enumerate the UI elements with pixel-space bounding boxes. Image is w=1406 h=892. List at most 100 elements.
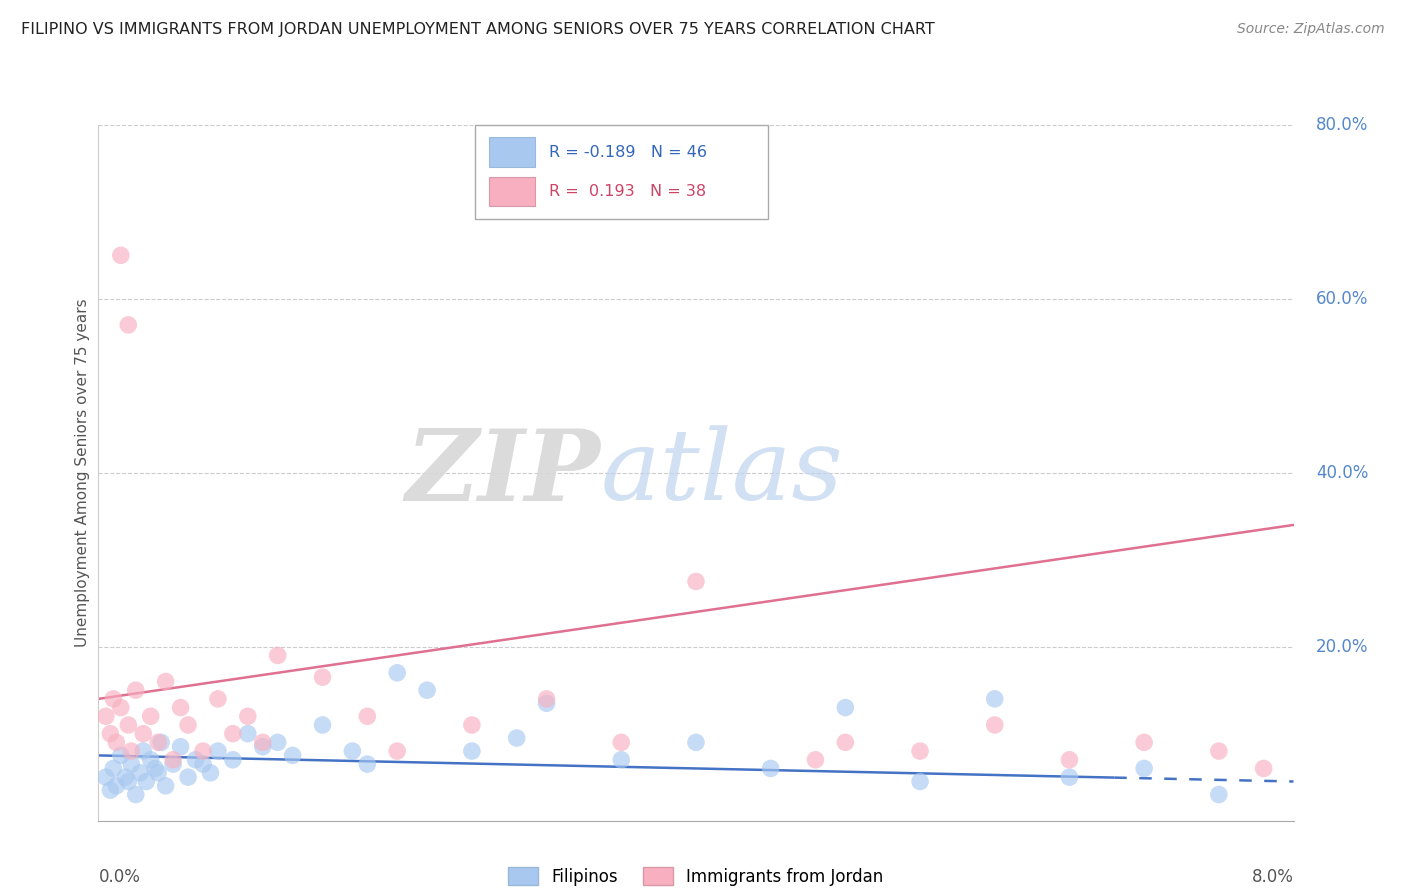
Point bbox=[536, 692, 558, 706]
Text: 0.0%: 0.0% bbox=[98, 869, 141, 887]
Point bbox=[1059, 770, 1081, 784]
Point bbox=[98, 783, 122, 797]
Point bbox=[252, 735, 274, 749]
Point bbox=[94, 770, 117, 784]
Point bbox=[236, 709, 259, 723]
Point bbox=[536, 696, 558, 710]
Point bbox=[117, 774, 139, 789]
Point bbox=[162, 757, 184, 772]
Point bbox=[143, 761, 166, 775]
Point bbox=[132, 744, 155, 758]
Point bbox=[139, 709, 162, 723]
Text: 40.0%: 40.0% bbox=[1316, 464, 1368, 482]
Point bbox=[132, 726, 155, 740]
FancyBboxPatch shape bbox=[489, 137, 534, 167]
Point bbox=[155, 674, 177, 689]
Point bbox=[148, 735, 170, 749]
Point bbox=[1208, 788, 1230, 802]
Point bbox=[98, 726, 122, 740]
Point bbox=[110, 248, 132, 262]
Point bbox=[908, 744, 931, 758]
Point bbox=[114, 770, 136, 784]
Point bbox=[1059, 753, 1081, 767]
Point bbox=[207, 692, 229, 706]
Point bbox=[125, 788, 148, 802]
Point bbox=[281, 748, 304, 763]
Point bbox=[1133, 735, 1156, 749]
Point bbox=[177, 718, 200, 732]
Point bbox=[110, 700, 132, 714]
Point bbox=[117, 318, 139, 332]
Text: 20.0%: 20.0% bbox=[1316, 638, 1368, 656]
Text: ZIP: ZIP bbox=[405, 425, 600, 521]
Point bbox=[461, 718, 484, 732]
Point bbox=[120, 744, 142, 758]
Point bbox=[1208, 744, 1230, 758]
Point bbox=[103, 761, 125, 775]
Point bbox=[184, 753, 207, 767]
Legend: Filipinos, Immigrants from Jordan: Filipinos, Immigrants from Jordan bbox=[502, 861, 890, 892]
Point bbox=[117, 718, 139, 732]
Point bbox=[983, 718, 1005, 732]
Point bbox=[804, 753, 827, 767]
Point bbox=[222, 753, 245, 767]
Point bbox=[385, 744, 409, 758]
Text: R = -0.189   N = 46: R = -0.189 N = 46 bbox=[548, 145, 707, 160]
Point bbox=[356, 709, 378, 723]
Point bbox=[169, 700, 191, 714]
FancyBboxPatch shape bbox=[475, 125, 768, 219]
Point bbox=[252, 739, 274, 754]
Point bbox=[610, 753, 633, 767]
Text: R =  0.193   N = 38: R = 0.193 N = 38 bbox=[548, 184, 706, 199]
Point bbox=[103, 692, 125, 706]
Point bbox=[162, 753, 184, 767]
Point bbox=[759, 761, 782, 775]
FancyBboxPatch shape bbox=[489, 177, 534, 206]
Point bbox=[207, 744, 229, 758]
Text: 60.0%: 60.0% bbox=[1316, 290, 1368, 308]
Text: FILIPINO VS IMMIGRANTS FROM JORDAN UNEMPLOYMENT AMONG SENIORS OVER 75 YEARS CORR: FILIPINO VS IMMIGRANTS FROM JORDAN UNEMP… bbox=[21, 22, 935, 37]
Point bbox=[191, 744, 214, 758]
Point bbox=[169, 739, 191, 754]
Point bbox=[267, 735, 290, 749]
Point bbox=[356, 757, 378, 772]
Point bbox=[685, 574, 707, 589]
Point bbox=[342, 744, 364, 758]
Point bbox=[506, 731, 529, 745]
Text: atlas: atlas bbox=[600, 425, 844, 520]
Point bbox=[236, 726, 259, 740]
Point bbox=[834, 700, 856, 714]
Point bbox=[222, 726, 245, 740]
Point bbox=[129, 765, 152, 780]
Point bbox=[105, 735, 128, 749]
Y-axis label: Unemployment Among Seniors over 75 years: Unemployment Among Seniors over 75 years bbox=[75, 299, 90, 647]
Point bbox=[135, 774, 157, 789]
Point bbox=[461, 744, 484, 758]
Point bbox=[834, 735, 856, 749]
Point bbox=[983, 692, 1005, 706]
Point bbox=[416, 683, 439, 698]
Point bbox=[267, 648, 290, 663]
Point bbox=[1253, 761, 1275, 775]
Point bbox=[610, 735, 633, 749]
Text: 80.0%: 80.0% bbox=[1316, 116, 1368, 134]
Point bbox=[311, 670, 333, 684]
Point bbox=[155, 779, 177, 793]
Text: Source: ZipAtlas.com: Source: ZipAtlas.com bbox=[1237, 22, 1385, 37]
Point bbox=[177, 770, 200, 784]
Point bbox=[1133, 761, 1156, 775]
Point bbox=[125, 683, 148, 698]
Point bbox=[148, 765, 170, 780]
Point bbox=[120, 757, 142, 772]
Point bbox=[105, 779, 128, 793]
Point bbox=[191, 757, 214, 772]
Point bbox=[200, 765, 222, 780]
Point bbox=[139, 753, 162, 767]
Point bbox=[94, 709, 117, 723]
Point bbox=[311, 718, 333, 732]
Point bbox=[150, 735, 173, 749]
Point bbox=[908, 774, 931, 789]
Point bbox=[685, 735, 707, 749]
Point bbox=[385, 665, 409, 680]
Text: 8.0%: 8.0% bbox=[1251, 869, 1294, 887]
